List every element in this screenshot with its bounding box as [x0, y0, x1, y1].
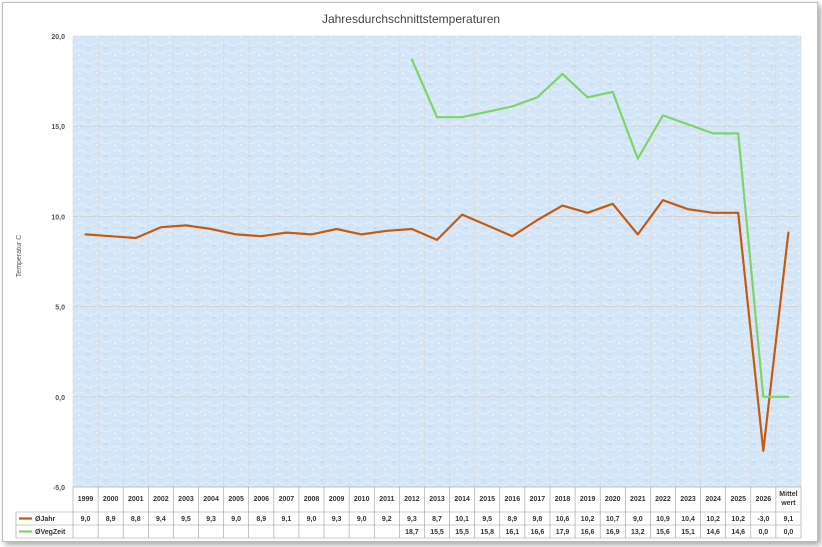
x-tick-label: 2021	[630, 496, 646, 503]
y-axis-title: Temperatur C	[16, 235, 23, 277]
data-label: 10,6	[556, 516, 570, 523]
legend-label-1: ØJahr	[35, 516, 56, 523]
x-tick-label: 2004	[203, 496, 219, 503]
y-tick-label: 15,0	[51, 124, 65, 131]
chart-svg: Jahresdurchschnittstemperaturen Temperat…	[15, 12, 802, 539]
plot-background	[73, 36, 801, 487]
data-label: 16,6	[581, 529, 595, 536]
data-label: 0,0	[784, 529, 794, 536]
x-tick-label: wert	[780, 500, 796, 507]
series-lines	[84, 58, 790, 452]
data-label: 10,1	[455, 516, 469, 523]
x-tick-label: 2011	[379, 496, 394, 503]
chart-title: Jahresdurchschnittstemperaturen	[322, 12, 500, 26]
x-tick-label: 2018	[555, 496, 571, 503]
data-label: 15,5	[455, 529, 469, 536]
x-tick-label: 2019	[580, 496, 596, 503]
data-label: 17,9	[556, 529, 570, 536]
x-tick-label: 2022	[655, 496, 671, 503]
x-tick-label: Mittel	[779, 491, 797, 498]
x-tick-label: 2014	[454, 496, 470, 503]
data-label: 8,9	[256, 516, 266, 523]
data-table: 1999 2000 2001 2002 2003 2004 2005 2006 2007 2008…	[15, 486, 802, 539]
x-tick-label: 2026	[756, 496, 772, 503]
data-label: 16,1	[505, 529, 519, 536]
data-label: 10,2	[706, 516, 720, 523]
data-label: 9,5	[181, 516, 191, 523]
data-label: 9,5	[482, 516, 492, 523]
data-label: 9,3	[206, 516, 216, 523]
x-tick-label: 2002	[153, 496, 169, 503]
data-label: 9,1	[784, 516, 794, 523]
x-tick-label: 2012	[404, 496, 420, 503]
data-label: 10,2	[581, 516, 595, 523]
data-label: 9,3	[332, 516, 342, 523]
x-tick-label: 2015	[479, 496, 495, 503]
data-label: 18,7	[405, 529, 419, 536]
y-tick-label: 20,0	[51, 34, 65, 41]
x-tick-label: 2006	[253, 496, 269, 503]
data-label: 9,4	[156, 516, 166, 523]
x-tick-label: 2003	[178, 496, 194, 503]
data-label: 15,1	[681, 529, 695, 536]
data-label: 10,2	[731, 516, 745, 523]
data-label: 9,0	[231, 516, 241, 523]
data-label: 13,2	[631, 529, 645, 536]
x-tick-label: 2001	[128, 496, 144, 503]
data-label: 9,0	[633, 516, 643, 523]
data-label: 8,7	[432, 516, 442, 523]
x-tick-label: 2025	[730, 496, 746, 503]
y-tick-label: 10,0	[51, 214, 65, 221]
data-label: 14,6	[706, 529, 720, 536]
data-label: 8,8	[131, 516, 141, 523]
data-label: 10,9	[656, 516, 670, 523]
data-label: 9,2	[382, 516, 392, 523]
data-label: 16,6	[531, 529, 545, 536]
x-tick-label: 1999	[78, 496, 94, 503]
x-tick-label: 2020	[605, 496, 621, 503]
data-label: 15,6	[656, 529, 670, 536]
data-label: 15,8	[480, 529, 494, 536]
data-label: 14,6	[731, 529, 745, 536]
x-tick-label: 2007	[279, 496, 295, 503]
y-tick-label: 0,0	[55, 395, 65, 402]
x-tick-label: 2008	[304, 496, 320, 503]
x-tick-label: 2016	[505, 496, 521, 503]
data-label: 10,7	[606, 516, 620, 523]
y-tick-label: -5,0	[53, 485, 65, 492]
data-label: 9,8	[533, 516, 543, 523]
data-label: 0,0	[758, 529, 768, 536]
series-line-1	[84, 199, 790, 452]
x-tick-label: 2023	[680, 496, 696, 503]
y-tick-labels: 20,0 15,0 10,0 5,0 0,0 -5,0	[51, 34, 65, 492]
x-tick-label: 2005	[228, 496, 244, 503]
data-label: 9,3	[407, 516, 417, 523]
series-line-2	[410, 58, 790, 398]
x-tick-label: 2010	[354, 496, 370, 503]
data-label: 8,9	[106, 516, 116, 523]
x-tick-label: 2013	[429, 496, 445, 503]
data-label: -3,0	[757, 516, 769, 523]
chart-frame: Jahresdurchschnittstemperaturen Temperat…	[2, 2, 818, 542]
data-label: 8,9	[507, 516, 517, 523]
data-label: 9,0	[81, 516, 91, 523]
data-label: 9,1	[282, 516, 292, 523]
x-tick-label: 2009	[329, 496, 345, 503]
data-label: 15,5	[430, 529, 444, 536]
legend-label-2: ØVegZeit	[35, 529, 66, 536]
x-tick-label: 2024	[705, 496, 721, 503]
data-label: 9,0	[357, 516, 367, 523]
data-label: 10,4	[681, 516, 695, 523]
x-tick-label: 2000	[103, 496, 119, 503]
x-tick-label: 2017	[530, 496, 546, 503]
data-label: 16,9	[606, 529, 620, 536]
data-label: 9,0	[307, 516, 317, 523]
y-tick-label: 5,0	[55, 305, 65, 312]
